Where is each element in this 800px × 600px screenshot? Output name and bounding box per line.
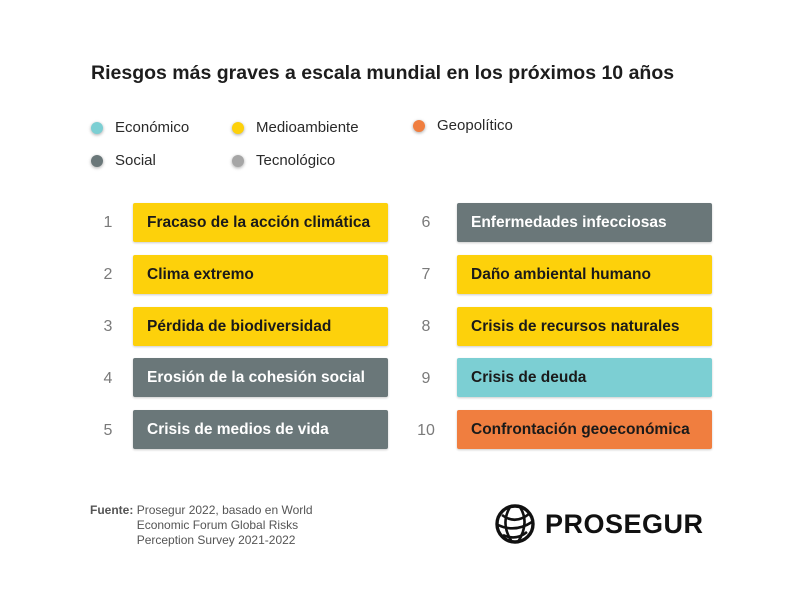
rank-number: 2 [103, 266, 113, 283]
risk-item-7: Daño ambiental humano [457, 255, 712, 294]
legend-item-economico: Económico [91, 119, 189, 136]
page-title: Riesgos más graves a escala mundial en l… [91, 62, 675, 84]
legend-label: Medioambiente [256, 119, 359, 136]
risk-label: Clima extremo [147, 265, 254, 283]
risk-item-6: Enfermedades infecciosas [457, 203, 712, 242]
rank-number: 6 [421, 214, 431, 231]
risk-label: Fracaso de la acción climática [147, 213, 371, 231]
prosegur-logo: PROSEGUR [494, 503, 704, 545]
rank-number: 7 [421, 266, 431, 283]
rank-number: 9 [421, 370, 431, 387]
rank-number: 3 [103, 318, 113, 335]
risk-item-5: Crisis de medios de vida [133, 410, 388, 449]
source-label: Fuente: [90, 503, 134, 517]
legend-item-social: Social [91, 152, 156, 169]
risk-label: Crisis de deuda [471, 368, 587, 386]
risk-label: Crisis de recursos naturales [471, 317, 680, 335]
legend-dot-economico [91, 121, 103, 134]
risk-item-8: Crisis de recursos naturales [457, 307, 712, 346]
legend-label: Social [115, 152, 156, 169]
rank-number: 10 [417, 422, 435, 439]
legend-dot-geopolitico [413, 119, 425, 132]
legend-label: Geopolítico [437, 117, 513, 134]
legend-item-medioambiente: Medioambiente [232, 119, 359, 136]
legend-item-geopolitico: Geopolítico [413, 117, 513, 134]
legend-label: Económico [115, 119, 190, 136]
source-note: Fuente: Prosegur 2022, basado en World E… [90, 503, 327, 548]
legend-dot-medioambiente [232, 121, 244, 134]
legend-item-tecnologico: Tecnológico [232, 152, 335, 169]
risk-label: Enfermedades infecciosas [471, 213, 667, 231]
legend-label: Tecnológico [256, 152, 336, 169]
rank-number: 1 [103, 214, 113, 231]
rank-number: 4 [103, 370, 113, 387]
legend-dot-tecnologico [232, 154, 244, 167]
risk-label: Crisis de medios de vida [147, 420, 329, 438]
source-text: Prosegur 2022, basado en World Economic … [136, 503, 313, 547]
risk-label: Daño ambiental humano [471, 265, 651, 283]
risk-item-3: Pérdida de biodiversidad [133, 307, 388, 346]
risk-item-2: Clima extremo [133, 255, 388, 294]
legend-dot-social [91, 154, 103, 167]
risk-item-1: Fracaso de la acción climática [133, 203, 388, 242]
globe-icon [495, 504, 535, 544]
rank-number: 5 [103, 422, 113, 439]
brand-name: PROSEGUR [545, 508, 704, 539]
rank-number: 8 [421, 318, 431, 335]
risk-item-4: Erosión de la cohesión social [133, 358, 388, 397]
risk-item-10: Confrontación geoeconómica [457, 410, 712, 449]
risk-label: Confrontación geoeconómica [471, 420, 690, 438]
risk-label: Pérdida de biodiversidad [147, 317, 332, 335]
risk-label: Erosión de la cohesión social [147, 368, 365, 386]
risk-item-9: Crisis de deuda [457, 358, 712, 397]
